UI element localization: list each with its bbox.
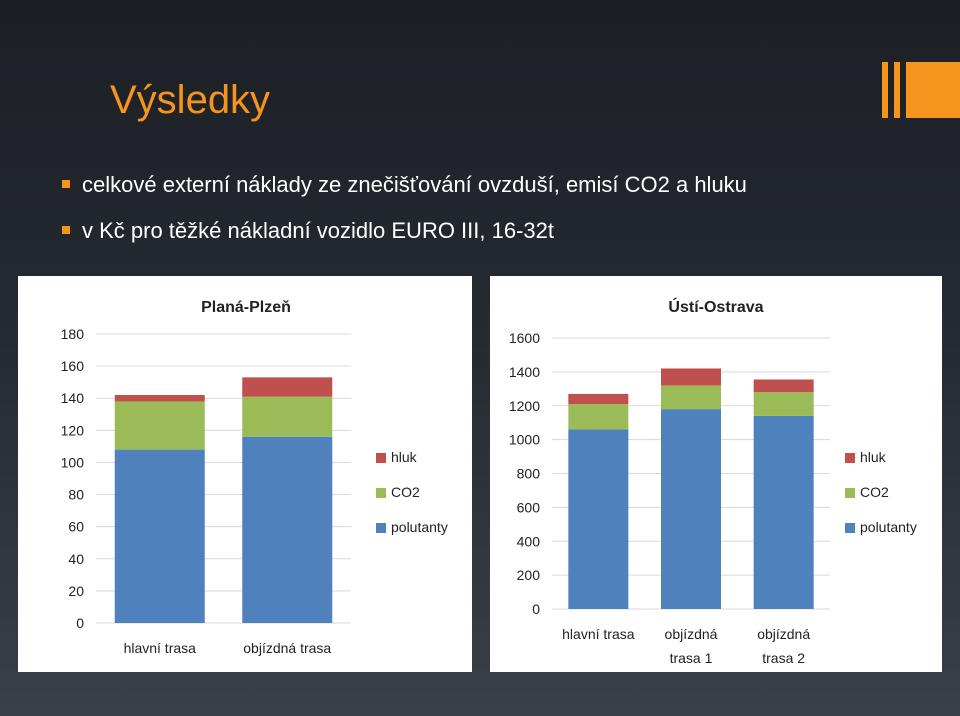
decorative-bar [882,62,888,118]
legend-swatch [376,453,386,463]
y-tick-label: 400 [517,533,541,549]
x-category-label: trasa 2 [762,650,805,666]
bar-segment-polutanty [568,429,629,609]
x-category-label: hlavní trasa [562,626,635,642]
bullet-text: celkové externí náklady ze znečišťování … [82,172,747,197]
y-tick-label: 0 [76,615,84,631]
y-tick-label: 1200 [509,398,540,414]
x-category-label: trasa 1 [670,650,713,666]
y-tick-label: 1600 [509,330,540,346]
x-category-label: objízdná trasa [243,640,331,656]
legend-swatch [845,523,855,533]
y-tick-label: 800 [517,466,541,482]
bar-segment-hluk [114,395,205,402]
y-tick-label: 80 [68,487,84,503]
bar-segment-co2 [242,396,333,437]
x-category-label: hlavní trasa [124,640,197,656]
bar-segment-polutanty [242,436,333,623]
y-tick-label: 60 [68,519,84,535]
y-tick-label: 40 [68,551,84,567]
bar-segment-hluk [568,393,629,405]
chart-usti-ostrava: Ústí-Ostrava 0 200 400 600 800 1000 1200 1400 160… [509,297,917,666]
chart-panel-usti-ostrava: Ústí-Ostrava 0 200 400 600 800 1000 1200 1400 160… [490,276,942,672]
legend-swatch [376,523,386,533]
bullet-item: celkové externí náklady ze znečišťování … [62,170,747,216]
legend-label: CO2 [860,484,889,500]
y-tick-label: 160 [61,358,85,374]
y-tick-label: 20 [68,583,84,599]
y-tick-label: 100 [61,454,85,470]
y-tick-label: 1400 [509,364,540,380]
bullet-marker-icon [62,226,70,234]
bar-segment-polutanty [114,449,205,623]
bar-segment-hluk [753,379,814,393]
y-tick-label: 600 [517,499,541,515]
bullet-item: v Kč pro těžké nákladní vozidlo EURO III… [62,216,747,262]
bullet-list: celkové externí náklady ze znečišťování … [62,170,747,262]
y-tick-label: 120 [61,422,85,438]
chart-panel-plana-plzen: Planá-Plzeň 0 20 40 60 80 100 120 140 160 180 hlavn… [18,276,472,672]
y-tick-label: 140 [61,390,85,406]
bar-segment-co2 [661,385,721,410]
legend-label: hluk [391,449,418,465]
y-tick-label: 1000 [509,432,540,448]
bar-segment-polutanty [661,409,721,609]
chart-title: Ústí-Ostrava [668,297,763,316]
decorative-bar [894,62,900,118]
chart-plana-plzen: Planá-Plzeň 0 20 40 60 80 100 120 140 160 180 hlavn… [61,299,448,656]
slide-title: Výsledky [110,78,271,122]
decorative-bar [906,62,960,118]
y-tick-label: 180 [61,326,85,342]
x-category-label: objízdná [665,626,718,642]
bar-segment-hluk [661,368,721,386]
chart-title: Planá-Plzeň [201,299,291,316]
legend-label: CO2 [391,484,420,500]
bullet-marker-icon [62,180,70,188]
y-tick-label: 0 [532,601,540,617]
bar-segment-co2 [568,404,629,430]
bullet-text: v Kč pro těžké nákladní vozidlo EURO III… [82,218,555,243]
legend-swatch [845,453,855,463]
bar-segment-co2 [114,401,205,450]
bar-segment-hluk [242,377,333,397]
legend-label: hluk [860,449,887,465]
legend-swatch [845,488,855,498]
legend-label: polutanty [391,519,448,535]
y-tick-label: 200 [517,567,541,583]
bar-segment-co2 [753,392,814,416]
legend-label: polutanty [860,519,917,535]
x-category-label: objízdná [757,626,810,642]
bar-segment-polutanty [753,415,814,609]
legend-swatch [376,488,386,498]
